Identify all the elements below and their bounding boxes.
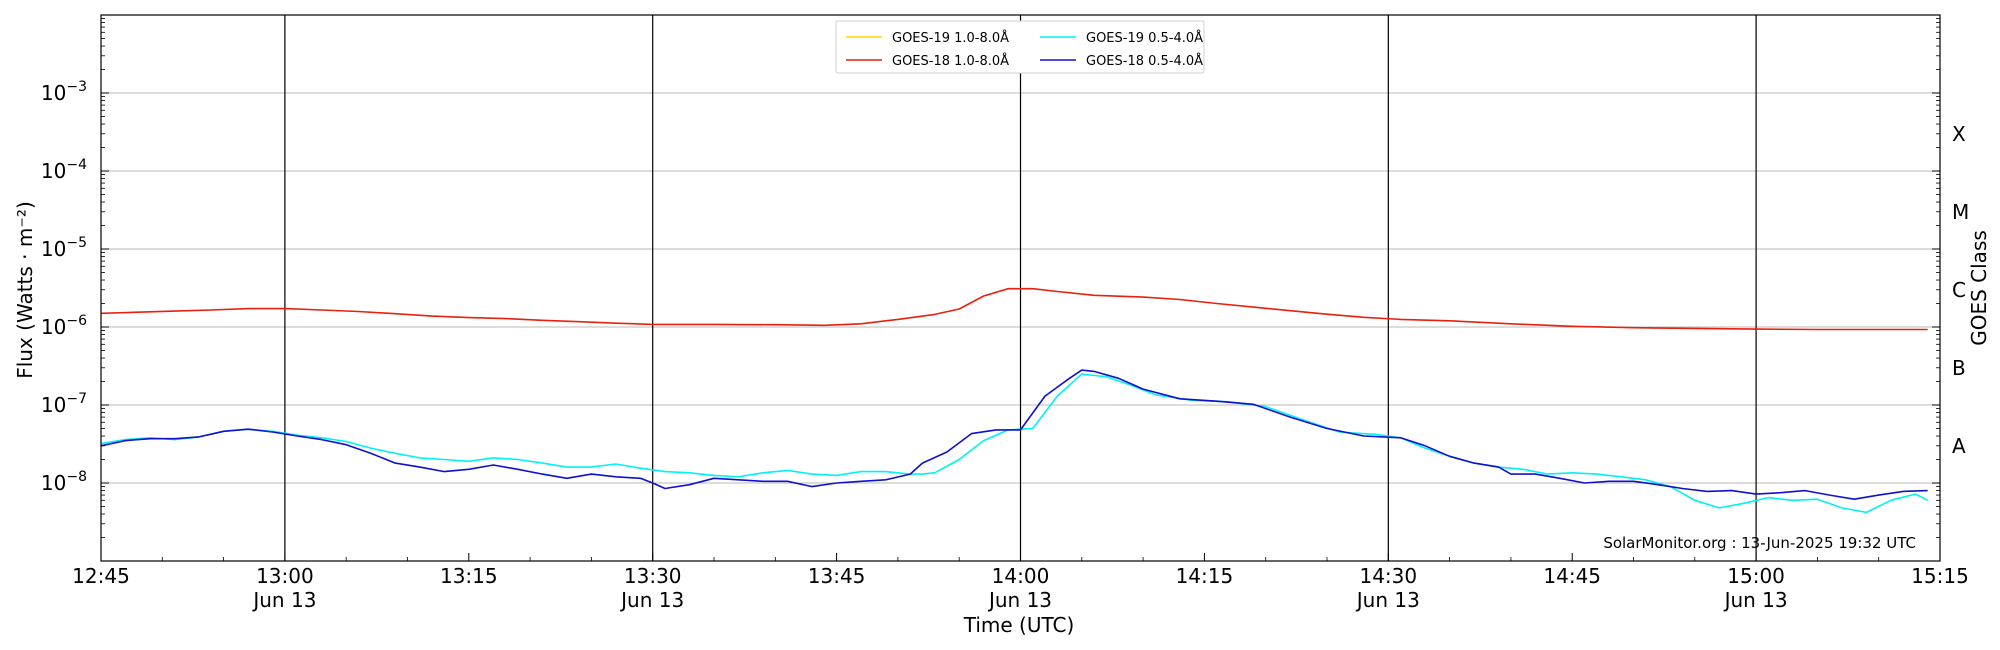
x-tick-label: 15:15 xyxy=(1911,564,1969,588)
legend-label: GOES-18 1.0-8.0Å xyxy=(892,53,1009,69)
goes-class-label: M xyxy=(1952,200,1969,224)
goes-class-labels: A B C M X xyxy=(1952,122,1969,458)
x-tick-date-label: Jun 13 xyxy=(619,588,684,612)
axis-ticks xyxy=(100,18,1941,561)
x-tick-label: 13:45 xyxy=(808,564,866,588)
x-tick-date-label: Jun 13 xyxy=(251,588,316,612)
series-line-3 xyxy=(100,369,1928,500)
x-tick-label: 15:00 xyxy=(1727,564,1785,588)
x-tick-label: 14:30 xyxy=(1359,564,1417,588)
goes-class-axis-label: GOES Class xyxy=(1967,230,1991,346)
goes-class-label: C xyxy=(1952,278,1966,302)
y-tick-label: 10−5 xyxy=(41,235,87,261)
legend-label: GOES-19 0.5-4.0Å xyxy=(1086,30,1203,46)
y-tick-label: 10−3 xyxy=(41,79,87,105)
x-tick-label: 12:45 xyxy=(72,564,130,588)
x-tick-label: 14:00 xyxy=(992,564,1050,588)
y-tick-label: 10−6 xyxy=(41,313,87,339)
y-tick-label: 10−8 xyxy=(41,469,87,495)
x-axis-label: Time (UTC) xyxy=(963,613,1075,637)
legend-items: GOES-19 1.0-8.0Å GOES-18 1.0-8.0Å GOES-19 … xyxy=(846,30,1203,69)
legend-label: GOES-19 1.0-8.0Å xyxy=(892,30,1009,46)
x-tick-label: 13:30 xyxy=(624,564,682,588)
legend-box xyxy=(835,20,1205,74)
y-axis-label: Flux (Watts · m⁻²) xyxy=(13,201,37,379)
goes-class-label: X xyxy=(1952,122,1966,146)
y-tick-label: 10−7 xyxy=(41,391,87,417)
series-line-1 xyxy=(100,287,1928,331)
credit-text: SolarMonitor.org : 13-Jun-2025 19:32 UTC xyxy=(1603,534,1916,552)
x-tick-date-label: Jun 13 xyxy=(987,588,1052,612)
x-tick-date-label: Jun 13 xyxy=(1723,588,1788,612)
x-tick-date-label: Jun 13 xyxy=(1355,588,1420,612)
y-tick-label: 10−4 xyxy=(41,157,87,183)
x-tick-label: 14:45 xyxy=(1543,564,1601,588)
x-tick-label: 13:00 xyxy=(256,564,314,588)
goes-class-label: A xyxy=(1952,434,1966,458)
series-lines xyxy=(100,287,1929,514)
y-tick-labels: 10−8 10−7 10−6 10−5 10−4 10−3 xyxy=(41,79,87,495)
goes-class-label: B xyxy=(1952,356,1966,380)
legend-label: GOES-18 0.5-4.0Å xyxy=(1086,53,1203,69)
x-tick-label: 14:15 xyxy=(1176,564,1234,588)
legend: GOES-19 1.0-8.0Å GOES-18 1.0-8.0Å GOES-19 … xyxy=(835,20,1205,74)
x-tick-label: 13:15 xyxy=(440,564,498,588)
series-line-2 xyxy=(100,373,1929,514)
